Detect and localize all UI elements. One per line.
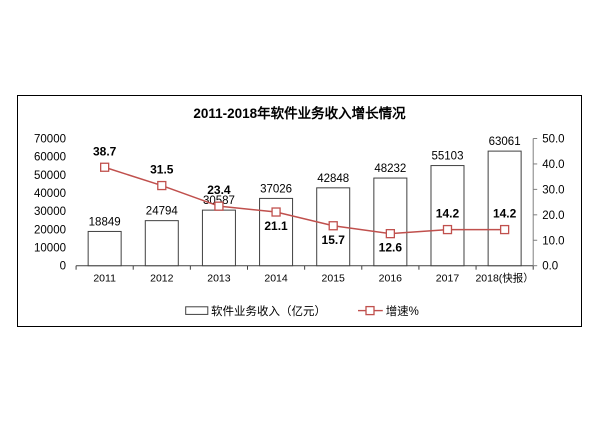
svg-text:0: 0 bbox=[60, 261, 66, 273]
svg-text:40.0: 40.0 bbox=[542, 159, 564, 171]
svg-text:2015: 2015 bbox=[322, 273, 346, 285]
svg-text:31.5: 31.5 bbox=[150, 163, 174, 177]
svg-text:2016: 2016 bbox=[379, 273, 403, 285]
svg-text:增速%: 增速% bbox=[386, 304, 419, 318]
svg-text:15.7: 15.7 bbox=[322, 233, 346, 247]
svg-text:50.0: 50.0 bbox=[542, 134, 564, 146]
svg-text:37026: 37026 bbox=[260, 183, 292, 195]
svg-text:24794: 24794 bbox=[146, 206, 179, 218]
svg-text:软件业务收入（亿元）: 软件业务收入（亿元） bbox=[211, 304, 326, 318]
svg-text:48232: 48232 bbox=[374, 163, 406, 175]
svg-text:30000: 30000 bbox=[34, 206, 66, 218]
svg-text:2012: 2012 bbox=[150, 273, 174, 285]
svg-text:2014: 2014 bbox=[264, 273, 288, 285]
svg-text:2018(快报）: 2018(快报） bbox=[475, 272, 533, 285]
svg-text:20000: 20000 bbox=[34, 224, 66, 236]
svg-text:63061: 63061 bbox=[489, 136, 521, 148]
svg-text:30.0: 30.0 bbox=[542, 184, 564, 196]
svg-text:14.2: 14.2 bbox=[493, 207, 517, 221]
svg-text:14.2: 14.2 bbox=[436, 207, 460, 221]
svg-text:42848: 42848 bbox=[317, 173, 349, 185]
svg-text:2013: 2013 bbox=[207, 273, 231, 285]
svg-text:70000: 70000 bbox=[34, 134, 66, 146]
svg-text:18849: 18849 bbox=[89, 216, 121, 228]
svg-text:12.6: 12.6 bbox=[379, 241, 403, 255]
svg-text:21.1: 21.1 bbox=[264, 219, 288, 233]
svg-text:55103: 55103 bbox=[431, 151, 463, 163]
svg-text:38.7: 38.7 bbox=[93, 144, 117, 158]
svg-text:2017: 2017 bbox=[436, 273, 460, 285]
svg-text:23.4: 23.4 bbox=[207, 183, 231, 197]
svg-text:10000: 10000 bbox=[34, 243, 66, 255]
svg-text:0.0: 0.0 bbox=[542, 261, 558, 273]
svg-text:2011: 2011 bbox=[93, 273, 116, 285]
svg-text:50000: 50000 bbox=[34, 170, 66, 182]
svg-text:60000: 60000 bbox=[34, 152, 66, 164]
svg-text:10.0: 10.0 bbox=[542, 235, 564, 247]
svg-text:40000: 40000 bbox=[34, 188, 66, 200]
svg-text:20.0: 20.0 bbox=[542, 210, 564, 222]
